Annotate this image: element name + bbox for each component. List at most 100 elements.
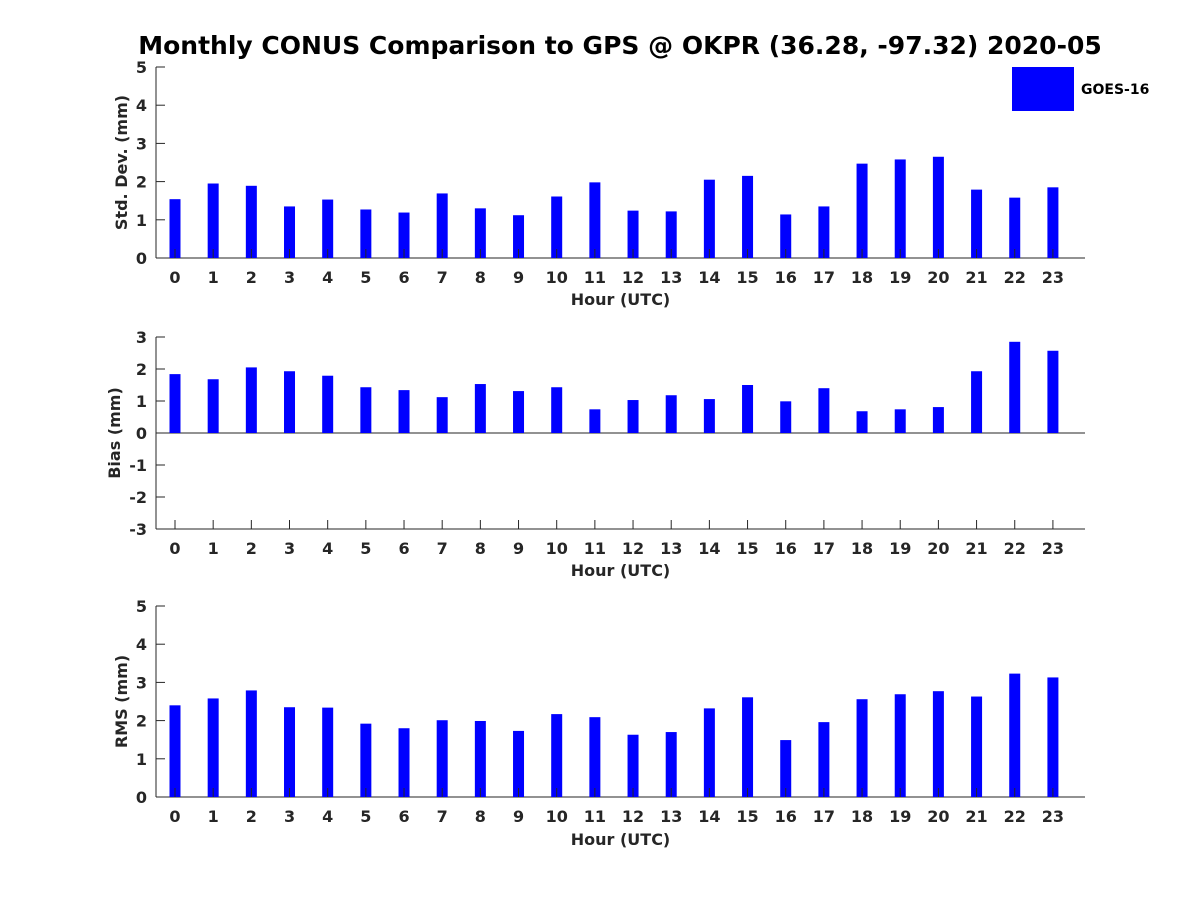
x-tick-label: 20 [927,539,949,558]
bar-hour-16 [780,740,792,797]
y-tick-label: 1 [136,750,147,769]
bar-hour-16 [780,401,792,433]
bar-hour-19 [894,159,906,258]
bar-hour-3 [284,371,296,433]
x-tick-label: 18 [851,268,873,287]
x-tick-label: 3 [284,268,295,287]
x-tick-label: 10 [546,539,568,558]
bar-hour-3 [284,707,296,797]
x-tick-label: 16 [775,539,797,558]
x-tick-label: 2 [246,807,257,826]
x-tick-label: 6 [398,539,409,558]
x-tick-label: 5 [360,268,371,287]
x-tick-label: 17 [813,539,835,558]
y-tick-label: 3 [136,134,147,153]
y-tick-label: 3 [136,328,147,347]
y-axis-label: RMS (mm) [112,655,131,748]
x-tick-label: 7 [437,539,448,558]
y-tick-label: 5 [136,597,147,616]
y-tick-label: 2 [136,360,147,379]
bar-hour-6 [398,212,410,258]
bar-hour-19 [894,694,906,797]
x-axis-label: Hour (UTC) [571,290,671,309]
bar-hour-13 [665,395,677,433]
x-tick-label: 7 [437,268,448,287]
bar-hour-8 [474,384,486,433]
y-tick-label: -2 [129,488,147,507]
bar-hour-4 [322,375,334,433]
y-tick-label: 4 [136,96,147,115]
chart-title: Monthly CONUS Comparison to GPS @ OKPR (… [138,31,1102,60]
x-tick-label: 13 [660,539,682,558]
y-axis-label: Bias (mm) [105,387,124,479]
bar-hour-19 [894,409,906,433]
bar-hour-1 [207,183,219,258]
x-tick-label: 16 [775,807,797,826]
bar-hour-21 [971,371,983,433]
bar-hour-15 [742,385,754,433]
bar-hour-1 [207,698,219,797]
x-tick-label: 18 [851,807,873,826]
x-tick-label: 21 [965,268,987,287]
x-tick-label: 20 [927,268,949,287]
bar-hour-12 [627,210,639,258]
x-tick-label: 4 [322,807,333,826]
x-tick-label: 4 [322,539,333,558]
bar-hour-3 [284,206,296,258]
bar-hour-10 [551,196,563,258]
x-tick-label: 22 [1004,539,1026,558]
bar-hour-18 [856,411,868,433]
bar-hour-9 [513,215,525,258]
x-tick-label: 15 [736,268,758,287]
x-tick-label: 10 [546,268,568,287]
x-tick-label: 0 [169,807,180,826]
legend-label-goes-16: GOES-16 [1081,82,1149,98]
bar-hour-4 [322,199,334,258]
y-tick-label: 5 [136,58,147,77]
bar-hour-14 [703,179,715,258]
x-tick-label: 7 [437,807,448,826]
bar-hour-9 [513,391,525,433]
x-tick-label: 2 [246,268,257,287]
y-tick-label: 3 [136,673,147,692]
bar-hour-17 [818,722,830,797]
bar-hour-18 [856,699,868,797]
y-tick-label: 1 [136,211,147,230]
bar-hour-12 [627,734,639,797]
x-tick-label: 14 [698,807,720,826]
bar-hour-7 [436,720,448,797]
bar-hour-14 [703,708,715,797]
x-tick-label: 18 [851,539,873,558]
bar-hour-7 [436,397,448,433]
bar-hour-23 [1047,187,1059,258]
bar-hour-7 [436,193,448,258]
legend: GOES-16 [1012,67,1149,111]
y-tick-label: 0 [136,249,147,268]
x-tick-label: 15 [736,807,758,826]
x-tick-label: 5 [360,539,371,558]
x-tick-label: 6 [398,268,409,287]
x-tick-label: 11 [584,268,606,287]
x-tick-label: 2 [246,539,257,558]
bar-hour-0 [169,199,181,258]
y-tick-label: 2 [136,712,147,731]
bar-hour-8 [474,208,486,258]
bar-hour-23 [1047,677,1059,797]
x-tick-label: 21 [965,539,987,558]
bar-hour-1 [207,379,219,433]
x-tick-label: 12 [622,268,644,287]
bar-hour-13 [665,211,677,258]
bar-hour-10 [551,714,563,797]
bar-hour-5 [360,387,372,433]
x-tick-label: 9 [513,268,524,287]
bar-hour-2 [245,367,257,433]
bar-hour-21 [971,189,983,258]
bar-hour-11 [589,182,601,258]
bar-hour-15 [742,697,754,797]
bar-hour-20 [932,691,944,797]
bar-hour-11 [589,717,601,797]
x-tick-label: 1 [208,807,219,826]
